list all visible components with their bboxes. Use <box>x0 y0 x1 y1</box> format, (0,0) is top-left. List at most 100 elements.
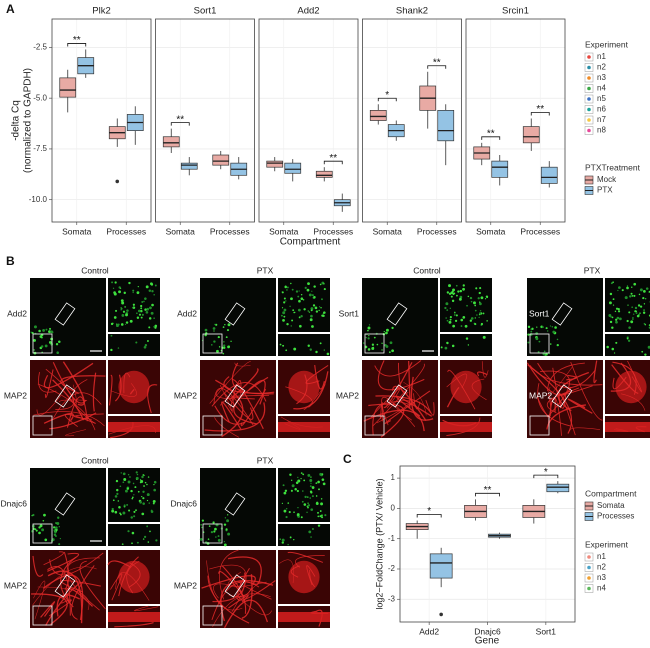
neurite <box>290 565 300 578</box>
puncta <box>58 340 61 344</box>
legend-label: Processes <box>597 512 634 521</box>
puncta <box>121 543 124 546</box>
puncta <box>444 346 448 350</box>
puncta <box>391 326 394 330</box>
red-band <box>605 422 650 432</box>
x-tick-label: Processes <box>106 226 146 236</box>
puncta <box>467 295 470 298</box>
puncta <box>217 335 220 339</box>
puncta <box>632 313 635 315</box>
puncta <box>326 352 330 356</box>
legend-dot <box>587 55 591 59</box>
puncta <box>291 319 294 322</box>
puncta <box>465 337 469 340</box>
puncta <box>485 295 489 298</box>
green-channel <box>30 468 106 546</box>
puncta <box>309 490 313 493</box>
significance-label: * <box>427 506 431 517</box>
facet-title: Add2 <box>297 6 319 17</box>
puncta <box>30 331 32 333</box>
puncta <box>293 511 295 514</box>
puncta <box>204 328 208 332</box>
puncta <box>486 320 488 322</box>
inset-box <box>224 492 246 516</box>
puncta <box>627 339 631 342</box>
neurite <box>546 404 586 430</box>
puncta <box>628 326 631 329</box>
puncta <box>218 346 221 348</box>
puncta <box>315 482 318 485</box>
puncta <box>614 310 617 313</box>
puncta <box>626 337 629 340</box>
puncta <box>223 541 226 543</box>
legend-label: PTX <box>597 186 613 195</box>
puncta <box>226 329 230 332</box>
puncta <box>367 337 370 340</box>
puncta <box>111 509 115 513</box>
neurite <box>547 367 573 396</box>
puncta <box>445 302 449 306</box>
panel-background <box>155 19 255 222</box>
puncta <box>213 330 215 332</box>
puncta <box>116 488 119 492</box>
puncta <box>446 319 449 322</box>
puncta <box>309 497 312 499</box>
neurite <box>287 551 324 563</box>
puncta <box>131 542 133 545</box>
legend-dot <box>587 576 591 580</box>
puncta <box>121 314 125 317</box>
puncta <box>49 327 52 330</box>
puncta <box>617 289 619 292</box>
puncta <box>32 513 35 517</box>
y-tick-label: -3 <box>388 594 396 603</box>
puncta <box>643 303 646 305</box>
neurite <box>204 402 266 432</box>
legend-label: n8 <box>597 126 606 135</box>
puncta <box>132 291 134 294</box>
puncta <box>58 543 61 546</box>
puncta <box>204 333 207 337</box>
puncta <box>624 296 628 300</box>
puncta <box>137 309 141 313</box>
neurite <box>547 362 585 392</box>
puncta <box>643 309 645 311</box>
puncta <box>535 337 539 341</box>
puncta <box>118 290 121 294</box>
puncta <box>319 283 322 286</box>
green-channel <box>108 524 160 546</box>
puncta <box>141 313 144 316</box>
panel-label: B <box>6 254 15 268</box>
neurite <box>201 575 256 589</box>
puncta <box>317 511 319 514</box>
puncta <box>643 289 646 293</box>
puncta <box>141 512 145 516</box>
legend-label: n3 <box>597 573 606 582</box>
puncta <box>320 306 322 309</box>
puncta <box>131 306 134 309</box>
neurite <box>611 364 639 395</box>
neurite <box>383 362 413 409</box>
puncta <box>222 326 225 329</box>
puncta <box>446 309 449 311</box>
puncta <box>616 316 620 320</box>
puncta <box>115 324 119 328</box>
puncta <box>124 323 127 325</box>
puncta <box>549 343 552 345</box>
puncta <box>142 502 145 505</box>
y-tick-label: -7.5 <box>33 144 47 153</box>
puncta <box>318 488 320 491</box>
neurite <box>296 374 308 405</box>
neurite <box>227 571 267 588</box>
puncta <box>38 531 41 535</box>
puncta <box>33 349 35 351</box>
puncta <box>444 306 447 310</box>
puncta <box>298 290 300 292</box>
significance-label: ** <box>73 35 81 46</box>
inset-box <box>386 384 408 408</box>
inset-box <box>32 415 53 436</box>
puncta <box>139 479 142 481</box>
legend-title: Experiment <box>585 539 629 549</box>
neurite <box>570 361 603 421</box>
puncta <box>531 327 534 330</box>
